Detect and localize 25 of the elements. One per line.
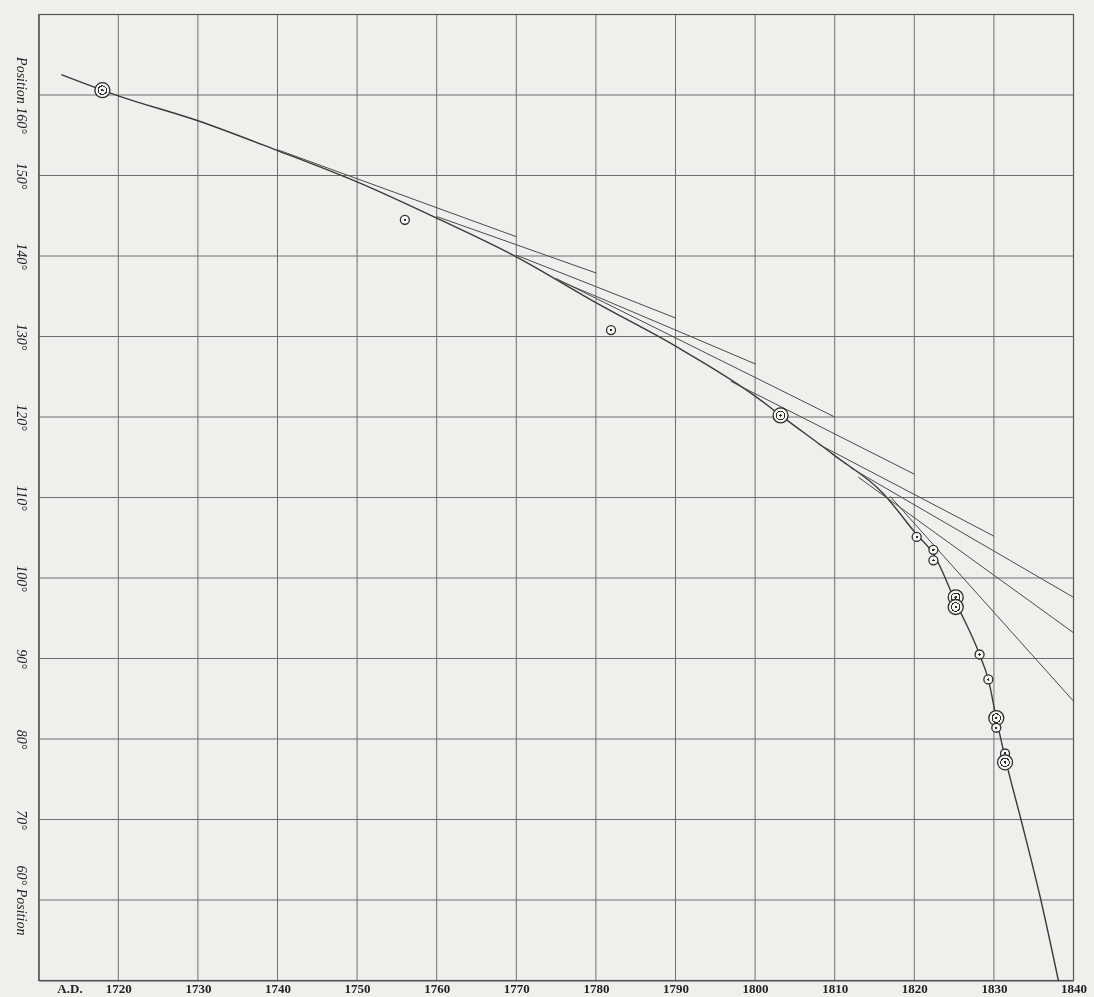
y-tick-label: 70°	[14, 810, 30, 831]
x-tick-label: 1740	[265, 980, 291, 996]
x-axis-title: A.D.	[57, 980, 83, 996]
x-tick-label: 1730	[185, 980, 212, 996]
x-tick-label: 1720	[105, 980, 132, 996]
y-tick-label: Position 160°	[14, 56, 30, 135]
x-tick-label: 1780	[583, 980, 610, 996]
x-tick-label: 1830	[981, 980, 1008, 996]
y-tick-label: 140°	[14, 243, 30, 271]
x-tick-label: 1790	[663, 980, 689, 996]
y-tick-label: 100°	[14, 565, 30, 593]
y-tick-label: 90°	[14, 649, 30, 670]
x-tick-label: 1750	[344, 980, 371, 996]
y-tick-label: 80°	[14, 729, 30, 750]
y-tick-label: 110°	[14, 485, 30, 512]
x-tick-label: 1760	[424, 980, 451, 996]
x-tick-label: 1770	[503, 980, 530, 996]
x-tick-label: 1800	[742, 980, 769, 996]
x-tick-label: 1810	[822, 980, 849, 996]
y-tick-label: 130°	[14, 323, 30, 351]
x-tick-label: 1820	[901, 980, 928, 996]
y-tick-label: 120°	[14, 404, 30, 432]
y-tick-label: 60° Position	[14, 865, 30, 936]
y-tick-label: 150°	[14, 162, 30, 190]
x-tick-label: 1840	[1061, 980, 1087, 996]
